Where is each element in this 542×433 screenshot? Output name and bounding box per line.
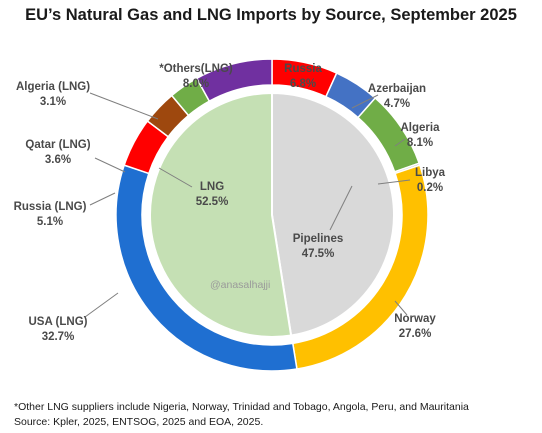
label-name-others-lng: *Others(LNG) (159, 63, 233, 75)
label-name-azerbaijan: Azerbaijan (368, 83, 426, 95)
inner-leader-lng (158, 167, 193, 188)
leader-line-algeria (394, 138, 406, 147)
leader-line-libya (377, 179, 411, 185)
watermark: @anasalhajji (210, 279, 270, 291)
donut-chart: Russia 6.8% Azerbaijan 4.7% Algeria 8.1% Libya… (14, 58, 446, 372)
label-name-qatar-lng: Qatar (LNG) (25, 139, 90, 151)
inner-label-name-pipelines: Pipelines (293, 233, 344, 245)
label-value-algeria: 8.1% (407, 137, 433, 149)
footnote: *Other LNG suppliers include Nigeria, No… (14, 400, 469, 430)
leader-line-usa-lng (84, 292, 119, 318)
leader-line-azerbaijan (351, 94, 379, 109)
label-value-libya: 0.2% (417, 182, 443, 194)
label-value-azerbaijan: 4.7% (384, 98, 410, 110)
leader-line-russia-lng (89, 192, 116, 206)
inner-leader-pipelines (329, 185, 353, 231)
label-value-qatar-lng: 3.6% (45, 154, 71, 166)
label-value-russia-lng: 5.1% (37, 216, 63, 228)
label-name-norway: Norway (394, 313, 436, 325)
leader-line-norway (394, 300, 408, 316)
label-value-usa-lng: 32.7% (42, 331, 75, 343)
inner-label-name-lng: LNG (200, 181, 224, 193)
footnote-line-1: *Other LNG suppliers include Nigeria, No… (14, 401, 469, 413)
label-value-russia: 6.8% (290, 78, 316, 90)
label-name-libya: Libya (415, 167, 446, 179)
label-value-algeria-lng: 3.1% (40, 96, 66, 108)
chart-title: EU’s Natural Gas and LNG Imports by Sour… (25, 6, 517, 24)
label-name-usa-lng: USA (LNG) (29, 316, 88, 328)
label-name-algeria: Algeria (401, 122, 441, 134)
inner-slice-pipelines (271, 91, 395, 337)
label-name-russia-lng: Russia (LNG) (14, 201, 87, 213)
label-value-norway: 27.6% (399, 328, 432, 340)
inner-label-value-pipelines: 47.5% (302, 248, 335, 260)
outer-slice-others-lng (195, 58, 273, 103)
leader-line-qatar-lng (94, 157, 126, 173)
footnote-line-2: Source: Kpler, 2025, ENTSOG, 2025 and EO… (14, 416, 264, 428)
label-name-algeria-lng: Algeria (LNG) (16, 81, 90, 93)
leader-line-algeria-lng (89, 92, 159, 120)
label-name-russia: Russia (284, 63, 322, 75)
inner-label-value-lng: 52.5% (196, 196, 229, 208)
inner-slice-lng (149, 91, 293, 338)
label-value-others-lng: 8.0% (183, 78, 209, 90)
